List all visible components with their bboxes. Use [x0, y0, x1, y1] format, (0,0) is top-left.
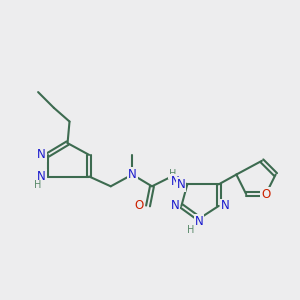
Text: N: N — [37, 148, 46, 161]
Text: O: O — [261, 188, 270, 201]
Text: N: N — [171, 175, 179, 188]
Text: N: N — [221, 200, 230, 212]
Text: H: H — [169, 169, 176, 178]
Text: O: O — [135, 200, 144, 212]
Text: N: N — [171, 200, 179, 212]
Text: N: N — [128, 168, 137, 181]
Text: N: N — [195, 215, 203, 228]
Text: N: N — [177, 178, 185, 191]
Text: H: H — [34, 180, 42, 190]
Text: N: N — [37, 170, 46, 183]
Text: H: H — [187, 226, 194, 236]
